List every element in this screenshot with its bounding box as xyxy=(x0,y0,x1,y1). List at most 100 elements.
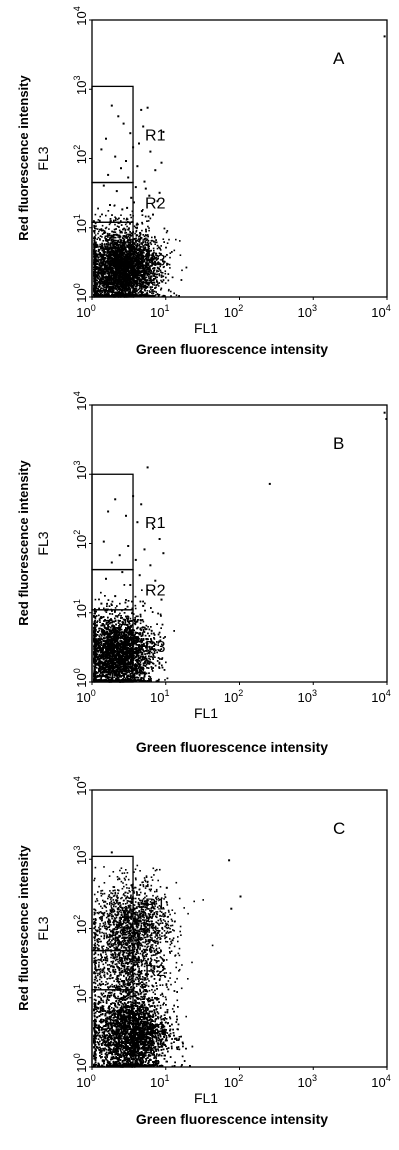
cluster-0-event xyxy=(125,289,127,291)
cluster-0-event xyxy=(157,270,160,272)
cluster-0-event xyxy=(115,248,117,250)
cluster-0-event xyxy=(151,292,153,294)
cluster-0-event xyxy=(154,276,157,278)
cluster-0-event xyxy=(128,247,130,249)
cluster-0-event xyxy=(129,238,132,241)
cluster-0-event xyxy=(98,259,101,261)
cluster-0-event xyxy=(158,246,160,249)
cluster-0-event xyxy=(94,213,97,216)
cluster-0-event xyxy=(121,290,123,293)
cluster-0-event xyxy=(179,254,182,256)
cluster-0-event xyxy=(103,251,106,253)
cluster-0-event xyxy=(111,290,114,292)
cluster-0-event xyxy=(110,279,113,282)
cluster-0-event xyxy=(113,228,116,231)
cluster-0-event xyxy=(145,268,147,270)
cluster-0-event xyxy=(148,227,150,229)
cluster-0-event xyxy=(101,258,104,261)
cluster-0-event xyxy=(146,279,148,281)
cluster-0-event xyxy=(93,248,96,250)
cluster-0-event xyxy=(141,223,144,225)
cluster-0-event xyxy=(114,243,116,246)
cluster-0-event xyxy=(130,241,132,243)
cluster-0-event xyxy=(101,236,103,238)
cluster-0-event xyxy=(108,233,111,235)
cluster-0-event xyxy=(123,258,125,261)
cluster-0-event xyxy=(99,283,101,285)
cluster-0-event xyxy=(156,269,158,272)
cluster-0-event xyxy=(142,239,144,241)
cluster-0-event xyxy=(125,237,127,239)
cluster-0-event xyxy=(179,240,181,242)
cluster-0-event xyxy=(135,264,137,266)
cluster-0-event xyxy=(146,248,148,251)
cluster-0-event xyxy=(153,281,155,284)
cluster-0-event xyxy=(95,243,98,246)
cluster-0-event xyxy=(152,271,155,273)
cluster-0-event xyxy=(185,266,188,269)
cluster-0-event xyxy=(136,285,138,288)
cluster-0-event xyxy=(106,293,109,296)
cluster-0-event xyxy=(166,264,168,266)
cluster-0-event xyxy=(156,293,159,295)
cluster-0-event xyxy=(111,283,113,286)
cluster-0-event xyxy=(164,272,167,275)
cluster-0-event xyxy=(97,272,100,274)
cluster-0-event xyxy=(156,244,159,247)
cluster-0-event xyxy=(124,223,127,226)
cluster-0-event xyxy=(147,266,150,269)
cluster-0-event xyxy=(142,283,144,285)
cluster-0-event xyxy=(101,294,104,296)
cluster-0-event xyxy=(118,229,121,232)
cluster-0-event xyxy=(130,252,133,254)
cluster-0-event xyxy=(138,284,140,287)
cluster-0-event xyxy=(120,214,122,216)
cluster-0-event xyxy=(140,290,142,292)
cluster-0-event xyxy=(94,284,97,286)
cluster-0-event xyxy=(138,277,141,279)
cluster-0-event xyxy=(165,231,168,234)
cluster-0-event xyxy=(146,220,148,222)
cluster-0-event xyxy=(148,273,151,276)
cluster-0-event xyxy=(96,238,98,240)
cluster-0-event xyxy=(135,281,138,284)
cluster-0-event xyxy=(109,244,111,246)
cluster-0-event xyxy=(99,243,101,246)
cluster-0-event xyxy=(134,226,137,229)
cluster-0-event xyxy=(124,262,127,265)
cluster-0-event xyxy=(136,222,138,225)
cluster-0-event xyxy=(115,271,117,274)
cluster-0-event xyxy=(137,268,140,271)
cluster-0-event xyxy=(126,250,128,252)
cluster-0-event xyxy=(115,228,117,230)
cluster-0-event xyxy=(106,257,109,260)
cluster-0-event xyxy=(142,272,145,275)
cluster-0-event xyxy=(142,271,145,273)
cluster-0-event xyxy=(146,259,148,262)
cluster-0-event xyxy=(124,253,127,256)
cluster-0-event xyxy=(152,240,155,242)
cluster-0-event xyxy=(113,284,115,287)
cluster-0-event xyxy=(113,219,115,222)
cluster-0-event xyxy=(99,228,101,231)
cluster-0-event xyxy=(127,233,129,236)
cluster-0-event xyxy=(116,244,119,246)
cluster-0-event xyxy=(97,258,99,261)
cluster-0-event xyxy=(119,277,121,280)
cluster-0-event xyxy=(117,251,119,253)
cluster-0-event xyxy=(107,259,109,261)
cluster-0-event xyxy=(98,280,101,283)
cluster-0-event xyxy=(147,256,150,258)
cluster-0-event xyxy=(100,283,102,285)
cluster-0-event xyxy=(160,287,163,290)
cluster-0-event xyxy=(111,288,114,291)
cluster-0-event xyxy=(137,292,140,294)
cluster-0-event xyxy=(162,275,165,278)
cluster-0-event xyxy=(151,279,154,281)
cluster-0-event xyxy=(126,225,128,228)
cluster-0-event xyxy=(125,246,128,248)
cluster-0-event xyxy=(119,260,121,263)
cluster-0-event xyxy=(134,291,137,294)
cluster-0-event xyxy=(117,245,119,247)
cluster-0-event xyxy=(135,267,138,269)
